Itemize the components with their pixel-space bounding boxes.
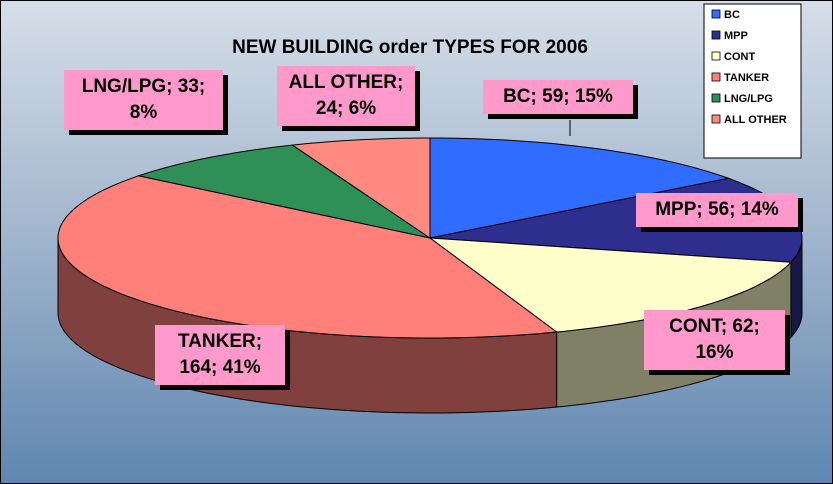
slice (429, 137, 731, 239)
legend-swatch (711, 51, 721, 61)
data-label: CONT; 62; 16% (644, 310, 785, 370)
legend-swatch (711, 93, 721, 103)
data-label: MPP; 56; 14% (636, 193, 798, 227)
legend-swatch (711, 114, 721, 124)
legend-label: ALL OTHER (724, 114, 787, 126)
data-label: LNG/LPG; 33; 8% (64, 70, 223, 130)
slice (136, 144, 431, 239)
legend-label: CONT (724, 51, 755, 63)
slice (290, 137, 431, 239)
legend-label: TANKER (724, 72, 769, 84)
legend-swatch (711, 72, 721, 82)
slice (57, 175, 558, 339)
legend-swatch (711, 30, 721, 40)
legend-swatch (711, 9, 721, 19)
legend-label: MPP (724, 30, 748, 42)
slice (428, 237, 793, 333)
legend-label: BC (724, 9, 740, 21)
data-label: BC; 59; 15% (483, 80, 633, 114)
legend: BC MPP CONT TANKER LNG/LPG ALL OTHER (711, 9, 787, 126)
chart-title: NEW BUILDING order TYPES FOR 2006 (232, 37, 588, 58)
data-label: ALL OTHER; 24; 6% (277, 66, 415, 126)
legend-label: LNG/LPG (724, 93, 773, 105)
data-label: TANKER; 164; 41% (155, 325, 285, 385)
